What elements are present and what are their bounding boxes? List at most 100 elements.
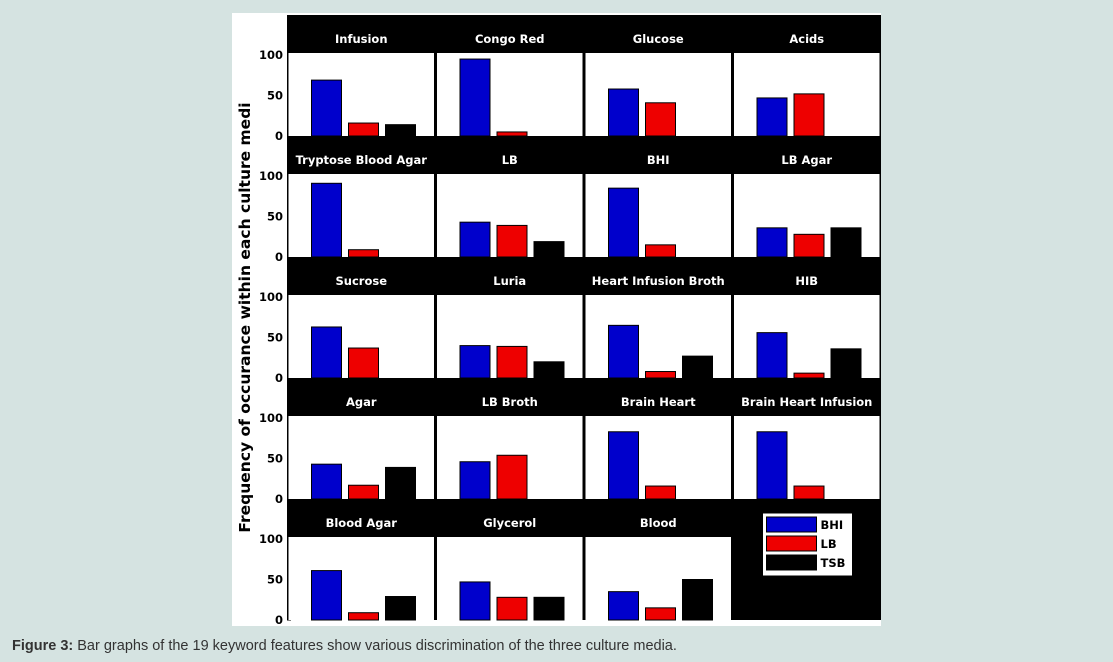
panel-title: Brain Heart Infusion (741, 395, 872, 409)
y-tick-label: 50 (267, 89, 283, 103)
plot-area (288, 174, 434, 257)
panel-title: LB Broth (482, 395, 538, 409)
bar-tsb (830, 348, 862, 379)
bar-bhi (756, 431, 788, 500)
bar-tsb (533, 361, 565, 379)
panel-infusion: Infusion (288, 32, 434, 137)
bar-bhi (608, 324, 639, 379)
panel-glycerol: Glycerol (437, 516, 583, 621)
bar-bhi (311, 463, 342, 500)
bar-bhi (756, 332, 788, 379)
caption-text: Bar graphs of the 19 keyword features sh… (73, 638, 677, 654)
legend-swatch-lb (766, 535, 817, 552)
bar-lb (645, 371, 676, 379)
panel-title: Glycerol (483, 516, 536, 530)
bar-bhi (311, 570, 342, 621)
bar-lb (645, 607, 676, 621)
panel-title: Blood Agar (326, 516, 398, 530)
panel-glucose: Glucose (585, 32, 731, 137)
panel-lb: LB (437, 153, 583, 258)
bar-lb (348, 347, 379, 379)
panel-title: Glucose (633, 32, 684, 46)
y-tick-label: 50 (267, 331, 283, 345)
y-tick-label: 100 (259, 169, 283, 183)
bar-bhi (459, 345, 491, 379)
bar-bhi (311, 326, 342, 379)
panel-acids: Acids (734, 32, 880, 137)
panel-title: BHI (647, 153, 670, 167)
panel-brain-heart: Brain Heart (585, 395, 731, 500)
bar-lb (496, 131, 528, 137)
legend-swatch-bhi (766, 516, 817, 533)
y-tick-label: 0 (275, 492, 283, 506)
bar-bhi (459, 221, 491, 258)
panel-title: Tryptose Blood Agar (296, 153, 428, 167)
bar-bhi (459, 581, 491, 621)
bar-bhi (608, 187, 639, 258)
panel-title: Blood (640, 516, 677, 530)
figure-caption: Figure 3: Bar graphs of the 19 keyword f… (12, 638, 677, 654)
panel-tryptose-blood-agar: Tryptose Blood Agar (288, 153, 434, 258)
panel-title: Agar (346, 395, 377, 409)
bar-bhi (756, 97, 788, 137)
bar-lb (645, 102, 676, 137)
bar-tsb (682, 355, 713, 379)
bar-bhi (311, 182, 342, 258)
panel-title: Luria (493, 274, 526, 288)
panel-sucrose: Sucrose (288, 274, 434, 379)
panel-lb-agar: LB Agar (734, 153, 880, 258)
bar-lb (496, 224, 528, 258)
panel-blood: Blood (585, 516, 731, 621)
panel-title: Sucrose (335, 274, 387, 288)
bar-lb (496, 345, 528, 379)
bar-lb (348, 249, 379, 258)
bar-lb (645, 244, 676, 258)
y-tick-label: 100 (259, 411, 283, 425)
y-tick-label: 50 (267, 573, 283, 587)
bar-tsb (533, 596, 565, 621)
bar-bhi (311, 79, 342, 137)
y-tick-label: 100 (259, 290, 283, 304)
caption-label: Figure 3: (12, 638, 74, 654)
panel-title: Infusion (335, 32, 388, 46)
panel-title: LB (502, 153, 518, 167)
panel-title: Brain Heart (621, 395, 696, 409)
bar-lb (348, 484, 379, 500)
panel-luria: Luria (437, 274, 583, 379)
y-tick-label: 0 (275, 371, 283, 385)
bar-lb (348, 122, 379, 137)
legend-label-tsb: TSB (821, 556, 846, 570)
panel-lb-broth: LB Broth (437, 395, 583, 500)
y-axis-label: Frequency of occurance within each cultu… (236, 102, 254, 532)
bar-lb (496, 596, 528, 621)
panel-congo-red: Congo Red (437, 32, 583, 137)
legend-swatch-tsb (766, 554, 817, 571)
bar-tsb (682, 579, 713, 621)
legend-label-bhi: BHI (821, 518, 844, 532)
bar-tsb (385, 124, 416, 137)
plot-area (437, 53, 583, 136)
legend: BHI LB TSB (762, 512, 853, 577)
legend-label-lb: LB (821, 537, 837, 551)
bar-bhi (756, 227, 788, 258)
y-tick-label: 0 (275, 250, 283, 264)
bar-tsb (830, 227, 862, 258)
panel-brain-heart-infusion: Brain Heart Infusion (734, 395, 880, 500)
panel-bhi: BHI (585, 153, 731, 258)
bar-bhi (608, 88, 639, 137)
bar-lb (793, 233, 825, 258)
bar-bhi (608, 431, 639, 500)
bar-bhi (608, 591, 639, 621)
y-tick-label: 50 (267, 452, 283, 466)
panel-hib: HIB (734, 274, 880, 379)
y-tick-label: 50 (267, 210, 283, 224)
panel-title: Congo Red (475, 32, 545, 46)
chart-grid: Frequency of occurance within each cultu… (236, 15, 881, 626)
bar-lb (793, 372, 825, 379)
bar-tsb (533, 241, 565, 258)
y-tick-label: 100 (259, 532, 283, 546)
figure-panel: Frequency of occurance within each cultu… (232, 13, 881, 626)
panel-agar: Agar (288, 395, 434, 500)
y-tick-label: 0 (275, 129, 283, 143)
panel-title: LB Agar (781, 153, 832, 167)
